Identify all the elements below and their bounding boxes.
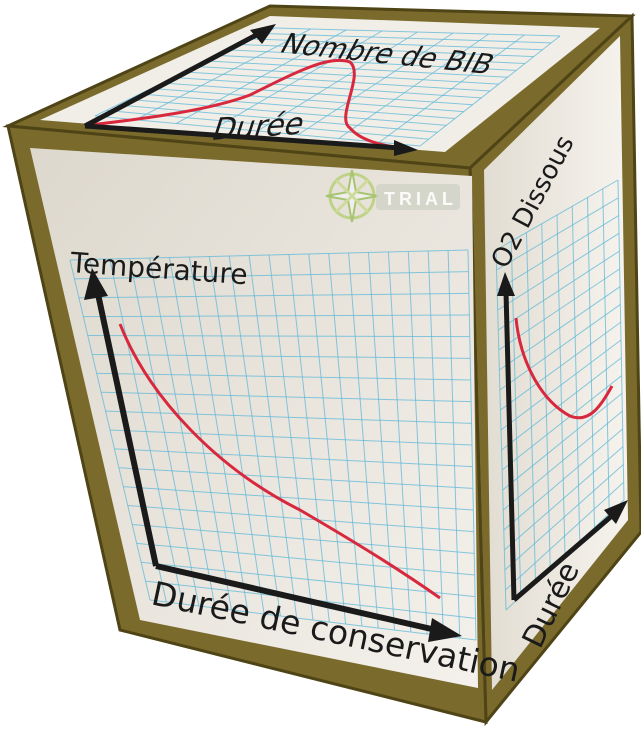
- front-face-grid-line: [96, 372, 471, 381]
- top-face-curve: [89, 58, 401, 150]
- side-face-grid-line: [500, 321, 621, 411]
- front-face-grid-line: [101, 391, 472, 403]
- side-face-panel: [484, 36, 628, 690]
- side-face-grid-line: [499, 304, 621, 391]
- side-face-grid-line: [503, 428, 623, 531]
- side-face-grid-line: [501, 357, 622, 451]
- trial-watermark-text: TRIAL: [384, 189, 457, 209]
- top-face-grid-line: [135, 28, 311, 121]
- side-face-y-axis: [503, 291, 517, 601]
- front-face-grid-line: [141, 561, 476, 598]
- side-face-grid-line: [495, 179, 619, 251]
- side-face-grid-line: [505, 481, 625, 591]
- front-face-grid-line: [74, 271, 469, 280]
- trial-watermark-plate: [376, 184, 460, 210]
- front-face-grid-line: [78, 292, 469, 299]
- front-face-grid-line: [69, 249, 469, 261]
- side-face-grid-line: [496, 197, 619, 271]
- side-face-grid-line: [500, 339, 622, 431]
- front-face-grid-line: [127, 505, 474, 533]
- top-face-grid-line: [379, 34, 525, 143]
- side-face-grid-line: [497, 250, 620, 331]
- front-face-x-arrow: [428, 618, 462, 642]
- top-face-x-label: Durée: [207, 106, 309, 148]
- front-face-grid-line: [105, 410, 472, 424]
- front-face-grid-line: [123, 486, 474, 511]
- front-face-y-axis: [95, 293, 159, 567]
- top-face-grid-line: [216, 30, 383, 128]
- trial-watermark: TRIAL: [325, 169, 460, 223]
- side-face: O2 Dissous Durée: [468, 12, 641, 727]
- top-face-y-axis: [83, 29, 264, 129]
- top-face-grid-line: [419, 35, 561, 147]
- side-face-grid-line: [501, 375, 622, 471]
- side-face-grid-line: [496, 215, 619, 291]
- trial-star-logo-icon: [325, 169, 379, 223]
- front-face-grid-line: [132, 523, 475, 554]
- front-face-curve: [118, 323, 441, 600]
- front-face-x-axis: [155, 563, 437, 633]
- front-face-grid: [69, 249, 477, 641]
- side-face-y-arrow: [497, 272, 515, 296]
- side-face-grid-line: [504, 446, 624, 551]
- side-face-grid-line: [502, 410, 623, 511]
- top-face-x-arrow: [394, 140, 418, 156]
- side-face-grid-line: [504, 464, 624, 571]
- side-face-grid-line: [502, 392, 623, 491]
- front-face-grid-line: [136, 542, 475, 576]
- side-face-curve: [514, 317, 614, 420]
- front-face-grid-line: [118, 467, 473, 489]
- front-face-grid-line: [114, 448, 473, 468]
- front-face-grid-line: [83, 314, 470, 318]
- top-face-grid-line: [297, 32, 454, 136]
- top-face: Nombre de BIB Durée: [2, 4, 636, 170]
- side-face-x-axis: [512, 512, 616, 602]
- top-face-panel: [40, 16, 600, 152]
- side-face-grid-line: [499, 286, 621, 371]
- top-face-grid-line: [338, 33, 490, 139]
- front-face-grid-line: [87, 335, 470, 338]
- front-face-grid-line: [109, 429, 473, 446]
- side-face-grid-line: [497, 232, 620, 311]
- front-face-grid-line: [149, 599, 477, 641]
- side-face-x-arrow: [604, 500, 628, 524]
- front-face-grid-line: [92, 353, 471, 359]
- top-face-grid-line: [257, 31, 418, 132]
- top-face-y-arrow: [250, 24, 276, 44]
- top-face-x-axis: [84, 123, 401, 151]
- side-face-grid: [495, 179, 625, 611]
- front-face-y-arrow: [84, 268, 108, 300]
- front-face-panel: [30, 148, 478, 688]
- front-face: TRIAL Température Durée de conservation: [6, 124, 524, 724]
